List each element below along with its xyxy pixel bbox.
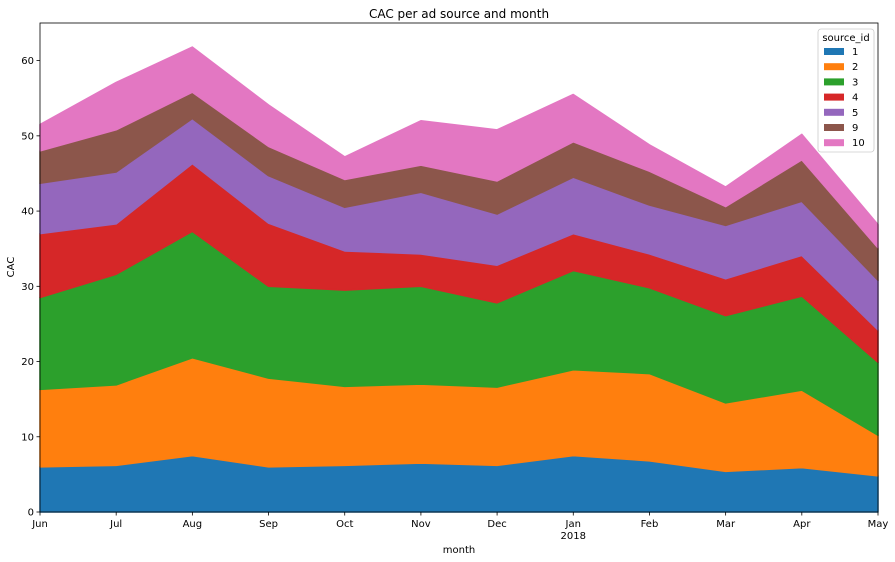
- x-tick-label: Dec: [487, 519, 506, 530]
- y-axis-label: CAC: [6, 257, 17, 278]
- legend-items: 1 2 3 4 5 9 10: [824, 47, 865, 149]
- x-tick-label: Sep: [259, 519, 278, 530]
- y-tick-label: 30: [21, 282, 34, 293]
- legend-label-3: 3: [852, 77, 858, 88]
- x-tick-sublabel: 2018: [561, 531, 586, 542]
- legend-label-4: 4: [852, 93, 858, 104]
- legend-swatch-3: [824, 78, 844, 86]
- y-tick-label: 20: [21, 357, 34, 368]
- legend-swatch-5: [824, 108, 844, 116]
- x-axis-label: month: [443, 545, 475, 556]
- legend-box: [817, 28, 875, 153]
- axes-frame: [39, 22, 879, 513]
- legend-swatch-10: [824, 139, 844, 147]
- y-axis: 0 10 20 30 40 50 60: [21, 56, 40, 519]
- y-tick-label: 10: [21, 432, 34, 443]
- chart-title: CAC per ad source and month: [369, 7, 549, 21]
- y-tick-label: 0: [28, 508, 34, 519]
- x-tick-label: Jul: [109, 519, 122, 530]
- legend-label-1: 1: [852, 47, 858, 58]
- legend-swatch-4: [824, 93, 844, 101]
- legend-label-10: 10: [852, 138, 865, 149]
- x-tick-label: Mar: [716, 519, 736, 530]
- x-tick-label: Oct: [336, 519, 353, 530]
- stacked-areas: [39, 46, 879, 513]
- legend-label-2: 2: [852, 62, 858, 73]
- legend-swatch-2: [824, 63, 844, 71]
- x-tick-label: May: [868, 519, 889, 530]
- legend-label-9: 9: [852, 123, 858, 134]
- x-tick-label: Feb: [641, 519, 659, 530]
- x-tick-label: Apr: [793, 519, 811, 530]
- x-tick-label: Jan: [565, 519, 581, 530]
- legend: source_id 1 2 3 4 5 9 10: [817, 28, 875, 153]
- x-tick-label: Aug: [183, 519, 203, 530]
- y-tick-label: 40: [21, 207, 34, 218]
- legend-swatch-9: [824, 124, 844, 131]
- legend-swatch-1: [824, 48, 844, 55]
- y-tick-label: 50: [21, 131, 34, 142]
- x-tick-label: Nov: [411, 519, 431, 530]
- legend-label-5: 5: [852, 108, 858, 119]
- y-tick-label: 60: [21, 56, 34, 67]
- legend-title: source_id: [822, 33, 869, 44]
- x-tick-label: Jun: [31, 519, 48, 530]
